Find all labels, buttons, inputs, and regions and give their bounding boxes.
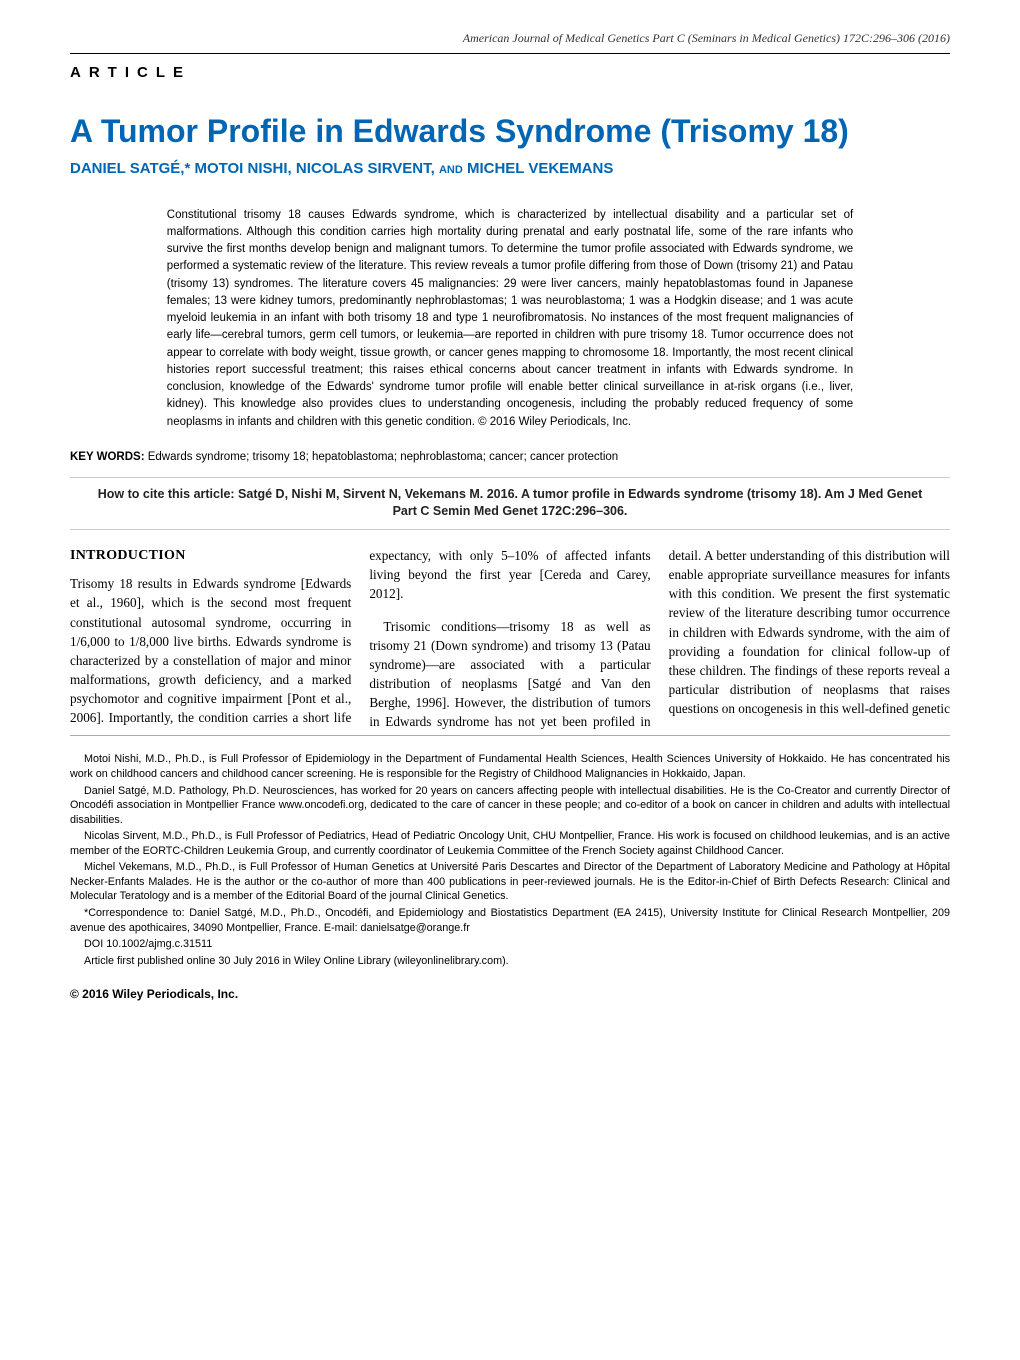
article-title: A Tumor Profile in Edwards Syndrome (Tri… [70, 113, 950, 150]
correspondence: *Correspondence to: Daniel Satgé, M.D., … [70, 906, 950, 935]
copyright: © 2016 Wiley Periodicals, Inc. [70, 986, 950, 1003]
bio-sirvent: Nicolas Sirvent, M.D., Ph.D., is Full Pr… [70, 829, 950, 858]
header-rule [70, 53, 950, 54]
keywords-label: KEY WORDS: [70, 451, 145, 463]
doi: DOI 10.1002/ajmg.c.31511 [70, 937, 950, 952]
authors-line: DANIEL SATGÉ,* MOTOI NISHI, NICOLAS SIRV… [70, 158, 950, 179]
bio-nishi: Motoi Nishi, M.D., Ph.D., is Full Profes… [70, 752, 950, 781]
authors-last: MICHEL VEKEMANS [463, 160, 614, 177]
journal-header: American Journal of Medical Genetics Par… [70, 30, 950, 47]
abstract: Constitutional trisomy 18 causes Edwards… [167, 207, 853, 431]
bios-rule [70, 735, 950, 736]
author-bios: Motoi Nishi, M.D., Ph.D., is Full Profes… [70, 752, 950, 968]
keywords-text: Edwards syndrome; trisomy 18; hepatoblas… [145, 451, 619, 463]
introduction-heading: INTRODUCTION [70, 546, 351, 566]
body-columns: INTRODUCTION Trisomy 18 results in Edwar… [70, 546, 950, 731]
bio-vekemans: Michel Vekemans, M.D., Ph.D., is Full Pr… [70, 860, 950, 904]
keywords: KEY WORDS: Edwards syndrome; trisomy 18;… [70, 449, 950, 465]
article-type-label: ARTICLE [70, 62, 950, 83]
publication-note: Article first published online 30 July 2… [70, 954, 950, 969]
citation-box: How to cite this article: Satgé D, Nishi… [70, 477, 950, 530]
bio-satge: Daniel Satgé, M.D. Pathology, Ph.D. Neur… [70, 784, 950, 828]
authors-main: DANIEL SATGÉ,* MOTOI NISHI, NICOLAS SIRV… [70, 160, 439, 177]
authors-and: AND [439, 164, 463, 176]
